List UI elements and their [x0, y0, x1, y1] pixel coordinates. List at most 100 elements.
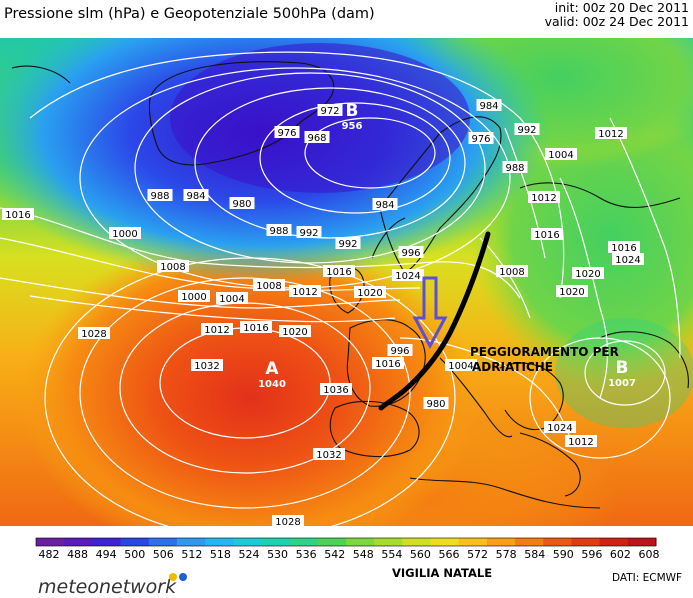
svg-text:996: 996 — [390, 346, 409, 357]
isobar-label: 1008 — [496, 265, 528, 278]
svg-text:1012: 1012 — [204, 325, 229, 336]
center-letter: B — [346, 101, 359, 121]
isobar-label: 984 — [183, 189, 209, 202]
svg-text:1012: 1012 — [598, 129, 623, 140]
svg-text:984: 984 — [375, 200, 394, 211]
run-info: init: 00z 20 Dec 2011 valid: 00z 24 Dec … — [545, 1, 689, 29]
isobar-label: 1008 — [253, 279, 285, 292]
svg-text:1012: 1012 — [531, 193, 556, 204]
colorbar-tick-label: 548 — [353, 548, 374, 561]
colorbar-swatch — [261, 538, 291, 546]
svg-text:1020: 1020 — [357, 288, 382, 299]
isobar-label: 1024 — [544, 421, 576, 434]
center-letter: A — [265, 359, 279, 379]
svg-text:1004: 1004 — [219, 294, 244, 305]
isobar-label: 976 — [274, 126, 300, 139]
map-caption: VIGILIA NATALE — [392, 566, 493, 580]
isobar-label: 996 — [398, 246, 424, 259]
isobar-label: 1020 — [354, 286, 386, 299]
isobar-label: 988 — [147, 189, 173, 202]
colorbar-tick-label: 590 — [553, 548, 574, 561]
isobar-label: 972 — [317, 104, 343, 117]
colorbar-swatch — [148, 538, 178, 546]
colorbar-swatch — [36, 538, 65, 546]
isobar-label: 1032 — [313, 448, 345, 461]
colorbar-tick-label: 578 — [496, 548, 517, 561]
isobar-label: 996 — [387, 344, 413, 357]
colorbar-tick-label: 488 — [67, 548, 88, 561]
isobar-label: 968 — [304, 131, 330, 144]
colorbar-swatch — [120, 538, 150, 546]
isobar-label: 1020 — [556, 285, 588, 298]
colorbar-tick-label: 512 — [181, 548, 202, 561]
colorbar-swatch — [92, 538, 122, 546]
svg-text:968: 968 — [307, 133, 326, 144]
isobar-label: 1008 — [157, 260, 189, 273]
isobar-label: 1012 — [201, 323, 233, 336]
svg-text:1020: 1020 — [575, 269, 600, 280]
colorbar-tick-label: 494 — [96, 548, 117, 561]
svg-text:1016: 1016 — [326, 267, 351, 278]
data-credit: DATI: ECMWF — [612, 572, 683, 584]
svg-text:1024: 1024 — [615, 255, 640, 266]
svg-text:1008: 1008 — [160, 262, 185, 273]
colorbar-tick-label: 608 — [639, 548, 660, 561]
isobar-label: 1036 — [320, 383, 352, 396]
east-low-field — [555, 318, 693, 428]
colorbar-swatch — [289, 538, 319, 546]
colorbar-tick-label: 500 — [124, 548, 145, 561]
svg-text:1020: 1020 — [559, 287, 584, 298]
svg-text:988: 988 — [505, 163, 524, 174]
colorbar-swatch — [233, 538, 262, 546]
colorbar-swatch — [374, 538, 403, 546]
colorbar-tick-label: 572 — [467, 548, 488, 561]
isobar-label: 1028 — [78, 327, 110, 340]
svg-text:992: 992 — [338, 239, 357, 250]
center-value: 1040 — [258, 379, 286, 390]
isobar-label: 1012 — [595, 127, 627, 140]
isobar-label: 1032 — [191, 359, 223, 372]
isobar-label: 1000 — [109, 227, 141, 240]
isobar-label: 1028 — [272, 515, 304, 526]
isobar-label: 1012 — [289, 285, 321, 298]
colorbar-swatches — [35, 537, 657, 547]
isobar-label: 1000 — [178, 290, 210, 303]
colorbar-swatch — [571, 538, 601, 546]
svg-text:984: 984 — [186, 191, 205, 202]
geopotential-colorbar: 482 488 494 500 506 512 518 524 530 536 542 548 554 5… — [35, 537, 660, 561]
colorbar-tick-label: 506 — [153, 548, 174, 561]
weather-map: 976 968 972 984 976 992 1012 1004 988 988 984 980 98… — [0, 38, 693, 526]
isobar-label: 988 — [266, 224, 292, 237]
isobar-label: 1004 — [545, 148, 577, 161]
colorbar-swatch — [430, 538, 460, 546]
center-value: 1007 — [608, 378, 636, 389]
svg-text:992: 992 — [299, 228, 318, 239]
colorbar-tick-label: 524 — [239, 548, 260, 561]
colorbar-tick-label: 530 — [267, 548, 288, 561]
logo-text: meteonetwork — [38, 576, 177, 598]
svg-text:1000: 1000 — [112, 229, 137, 240]
logo-dots-icon — [169, 573, 187, 581]
svg-text:1028: 1028 — [81, 329, 106, 340]
isobar-label: 1016 — [240, 321, 272, 334]
isobar-label: 980 — [229, 197, 255, 210]
worsening-annotation: PEGGIORAMENTO PER ADRIATICHE — [470, 345, 623, 374]
init-time: init: 00z 20 Dec 2011 — [554, 0, 689, 15]
colorbar-swatch — [458, 538, 488, 546]
isobar-label: 1012 — [565, 435, 597, 448]
isobar-label: 992 — [335, 237, 361, 250]
svg-text:1016: 1016 — [611, 243, 636, 254]
colorbar-swatch — [599, 538, 629, 546]
colorbar-ticks: 482 488 494 500 506 512 518 524 530 536 542 548 554 5… — [39, 548, 660, 561]
colorbar-swatch — [317, 538, 347, 546]
colorbar-swatch — [486, 538, 516, 546]
colorbar-tick-label: 542 — [324, 548, 345, 561]
front-line — [378, 231, 491, 411]
isobar-label: 1016 — [531, 228, 563, 241]
svg-text:1008: 1008 — [499, 267, 524, 278]
svg-text:1032: 1032 — [316, 450, 341, 461]
svg-text:996: 996 — [401, 248, 420, 259]
map-title: Pressione slm (hPa) e Geopotenziale 500h… — [4, 6, 375, 22]
isobar-label: 988 — [502, 161, 528, 174]
